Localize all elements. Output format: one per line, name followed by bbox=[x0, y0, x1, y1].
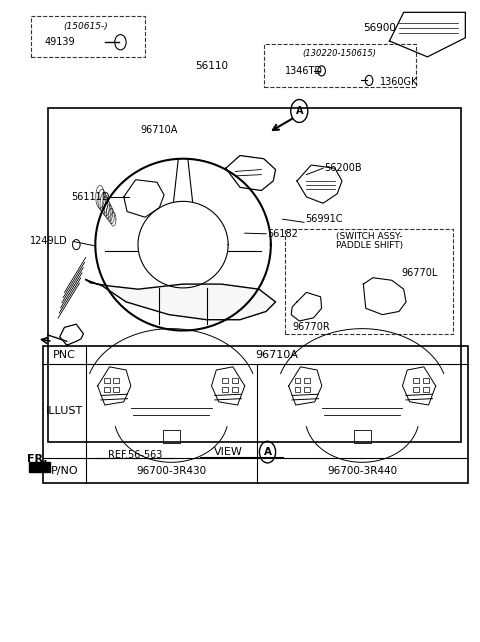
Text: 96700-3R440: 96700-3R440 bbox=[327, 466, 397, 476]
Text: A: A bbox=[296, 106, 303, 116]
Text: VIEW: VIEW bbox=[214, 447, 242, 457]
Text: 96770L: 96770L bbox=[401, 268, 438, 278]
Text: A: A bbox=[264, 447, 272, 457]
Bar bbox=[264, 44, 416, 87]
Text: P/NO: P/NO bbox=[51, 466, 78, 476]
Bar bbox=[113, 377, 119, 383]
Bar bbox=[413, 377, 419, 383]
Bar bbox=[304, 377, 310, 383]
Bar bbox=[43, 347, 468, 483]
Bar bbox=[295, 377, 300, 383]
Bar bbox=[31, 15, 145, 57]
Text: 1249LD: 1249LD bbox=[30, 236, 68, 247]
Bar bbox=[304, 387, 310, 392]
Bar bbox=[104, 377, 109, 383]
Bar bbox=[113, 387, 119, 392]
Text: 56110: 56110 bbox=[195, 62, 228, 71]
Bar bbox=[354, 431, 371, 443]
Text: FR.: FR. bbox=[26, 454, 47, 464]
Text: 49139: 49139 bbox=[44, 37, 75, 48]
Bar bbox=[232, 387, 238, 392]
Bar bbox=[104, 387, 109, 392]
Bar bbox=[423, 377, 429, 383]
Bar bbox=[222, 387, 228, 392]
Text: 56182: 56182 bbox=[267, 229, 299, 239]
Bar bbox=[48, 108, 461, 442]
Text: ILLUST: ILLUST bbox=[46, 406, 83, 417]
Text: REF.56-563: REF.56-563 bbox=[108, 449, 163, 460]
Text: 56991C: 56991C bbox=[305, 214, 343, 224]
Text: 96770R: 96770R bbox=[292, 322, 330, 333]
Text: 1346TD: 1346TD bbox=[285, 66, 323, 76]
Bar bbox=[423, 387, 429, 392]
Bar bbox=[232, 377, 238, 383]
Text: 1360GK: 1360GK bbox=[380, 77, 419, 87]
Bar bbox=[295, 387, 300, 392]
Text: PADDLE SHIFT): PADDLE SHIFT) bbox=[336, 241, 403, 250]
Text: 96710A: 96710A bbox=[141, 125, 178, 135]
Bar bbox=[413, 387, 419, 392]
Polygon shape bbox=[29, 462, 50, 473]
Bar bbox=[285, 229, 454, 334]
Bar bbox=[163, 431, 180, 443]
Polygon shape bbox=[86, 280, 276, 320]
Text: 56900: 56900 bbox=[363, 23, 396, 33]
Text: (150615-): (150615-) bbox=[63, 22, 108, 31]
Text: (SWITCH ASSY-: (SWITCH ASSY- bbox=[336, 232, 403, 241]
Text: 56200B: 56200B bbox=[324, 163, 362, 173]
Text: 56111D: 56111D bbox=[72, 192, 110, 202]
Text: PNC: PNC bbox=[53, 351, 76, 360]
Bar bbox=[222, 377, 228, 383]
Text: 96710A: 96710A bbox=[255, 351, 298, 360]
Text: (130220-150615): (130220-150615) bbox=[302, 49, 377, 58]
Text: 96700-3R430: 96700-3R430 bbox=[136, 466, 206, 476]
